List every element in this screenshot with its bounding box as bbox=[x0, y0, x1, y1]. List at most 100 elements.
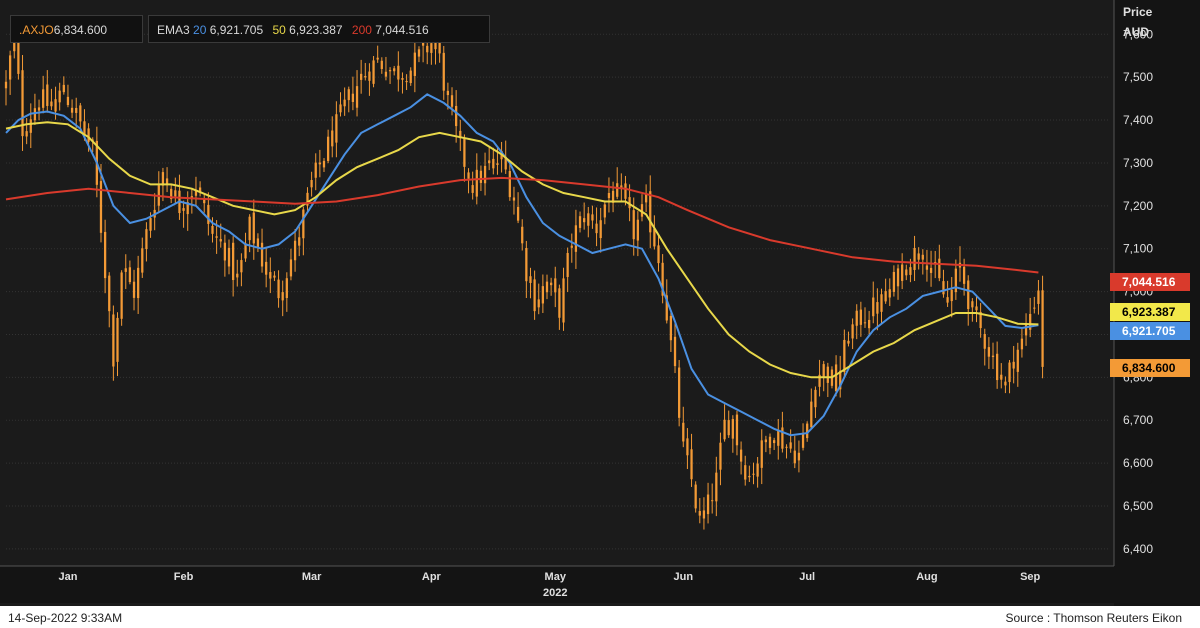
candle bbox=[760, 429, 763, 485]
candle-body bbox=[694, 484, 697, 509]
candle bbox=[946, 280, 949, 307]
candle-body bbox=[843, 339, 846, 373]
candle bbox=[380, 57, 383, 74]
last-value-tag-label: 7,044.516 bbox=[1122, 275, 1176, 289]
x-tick-label: Sep bbox=[1020, 571, 1040, 583]
candle-body bbox=[203, 198, 206, 204]
candle bbox=[715, 456, 718, 517]
candle-body bbox=[335, 114, 338, 143]
candle bbox=[331, 116, 334, 158]
candle-body bbox=[533, 279, 536, 312]
candle-body bbox=[905, 269, 908, 276]
candle-body bbox=[649, 191, 652, 233]
candle-body bbox=[665, 295, 668, 321]
candle-body bbox=[459, 130, 462, 139]
candle bbox=[281, 280, 284, 317]
candle-body bbox=[409, 70, 412, 84]
candle-body bbox=[488, 160, 491, 164]
candle-body bbox=[318, 162, 321, 165]
candle bbox=[1024, 313, 1028, 346]
candle-body bbox=[475, 169, 478, 197]
y-tick-label: 7,200 bbox=[1123, 199, 1153, 213]
candle bbox=[748, 465, 751, 483]
candle bbox=[455, 90, 458, 143]
candle-body bbox=[227, 247, 231, 267]
candle bbox=[905, 264, 908, 281]
candle-body bbox=[54, 99, 57, 112]
candle-body bbox=[529, 276, 532, 283]
candle bbox=[806, 421, 809, 442]
candle bbox=[459, 119, 462, 152]
candle bbox=[1029, 297, 1032, 338]
candle-body bbox=[851, 324, 854, 339]
candle bbox=[384, 56, 388, 81]
candle bbox=[558, 284, 561, 330]
candle-body bbox=[87, 128, 90, 142]
candle-body bbox=[339, 104, 342, 113]
candle bbox=[42, 75, 45, 114]
candle-body bbox=[578, 216, 582, 228]
candle-body bbox=[913, 247, 916, 270]
candle-body bbox=[33, 108, 37, 121]
candle bbox=[223, 234, 227, 277]
candle bbox=[901, 253, 904, 290]
candle-body bbox=[252, 212, 255, 244]
footer-source: Source : Thomson Reuters Eikon bbox=[1005, 611, 1182, 625]
candle-body bbox=[331, 130, 334, 147]
candle bbox=[669, 312, 673, 352]
candle bbox=[103, 219, 107, 294]
candle-body bbox=[277, 279, 280, 299]
candle-body bbox=[558, 288, 561, 318]
candle-body bbox=[834, 364, 838, 392]
candlesticks bbox=[4, 15, 1044, 530]
candle-body bbox=[574, 225, 578, 252]
candle bbox=[752, 462, 755, 485]
candle bbox=[21, 54, 24, 151]
price-chart: 6,4006,5006,6006,7006,8006,9007,0007,100… bbox=[0, 0, 1190, 599]
candle-body bbox=[669, 315, 673, 341]
candle bbox=[256, 233, 260, 253]
candle-body bbox=[186, 202, 189, 215]
candle-body bbox=[37, 107, 41, 111]
candle bbox=[549, 277, 553, 296]
candle-body bbox=[8, 55, 12, 80]
candle-body bbox=[355, 86, 359, 108]
candle-body bbox=[21, 70, 24, 137]
candle-body bbox=[236, 273, 239, 278]
candle-body bbox=[768, 436, 772, 448]
candle bbox=[285, 272, 288, 312]
last-value-tag-label: 6,921.705 bbox=[1122, 324, 1176, 338]
candle bbox=[244, 232, 247, 262]
ticker-symbol: .AXJO bbox=[19, 23, 54, 37]
candle bbox=[25, 118, 28, 145]
ema-50-value: 6,923.387 bbox=[289, 23, 343, 37]
candle-body bbox=[413, 52, 416, 76]
candle-body bbox=[207, 204, 210, 224]
candle-body bbox=[587, 213, 590, 226]
candle bbox=[587, 206, 590, 238]
candle-body bbox=[141, 248, 144, 273]
candle bbox=[409, 67, 412, 86]
candle bbox=[694, 481, 697, 513]
candle bbox=[942, 269, 945, 298]
candle bbox=[702, 497, 706, 530]
candle-body bbox=[124, 268, 127, 272]
candle-body bbox=[636, 219, 639, 241]
candle bbox=[488, 146, 491, 171]
candle-body bbox=[859, 309, 862, 325]
candle bbox=[673, 322, 677, 374]
candle-body bbox=[723, 419, 726, 440]
candle bbox=[450, 87, 454, 116]
candle-body bbox=[343, 99, 346, 107]
candle bbox=[4, 70, 8, 106]
x-tick-label: Jan bbox=[58, 571, 77, 583]
candle bbox=[888, 278, 891, 306]
candle bbox=[863, 307, 867, 328]
candle-body bbox=[434, 37, 437, 50]
candle bbox=[1012, 345, 1015, 384]
candle-body bbox=[50, 101, 53, 107]
candle-body bbox=[397, 65, 400, 80]
candle bbox=[33, 93, 37, 125]
ticker-value: 6,834.600 bbox=[53, 23, 108, 37]
candle bbox=[744, 455, 747, 486]
